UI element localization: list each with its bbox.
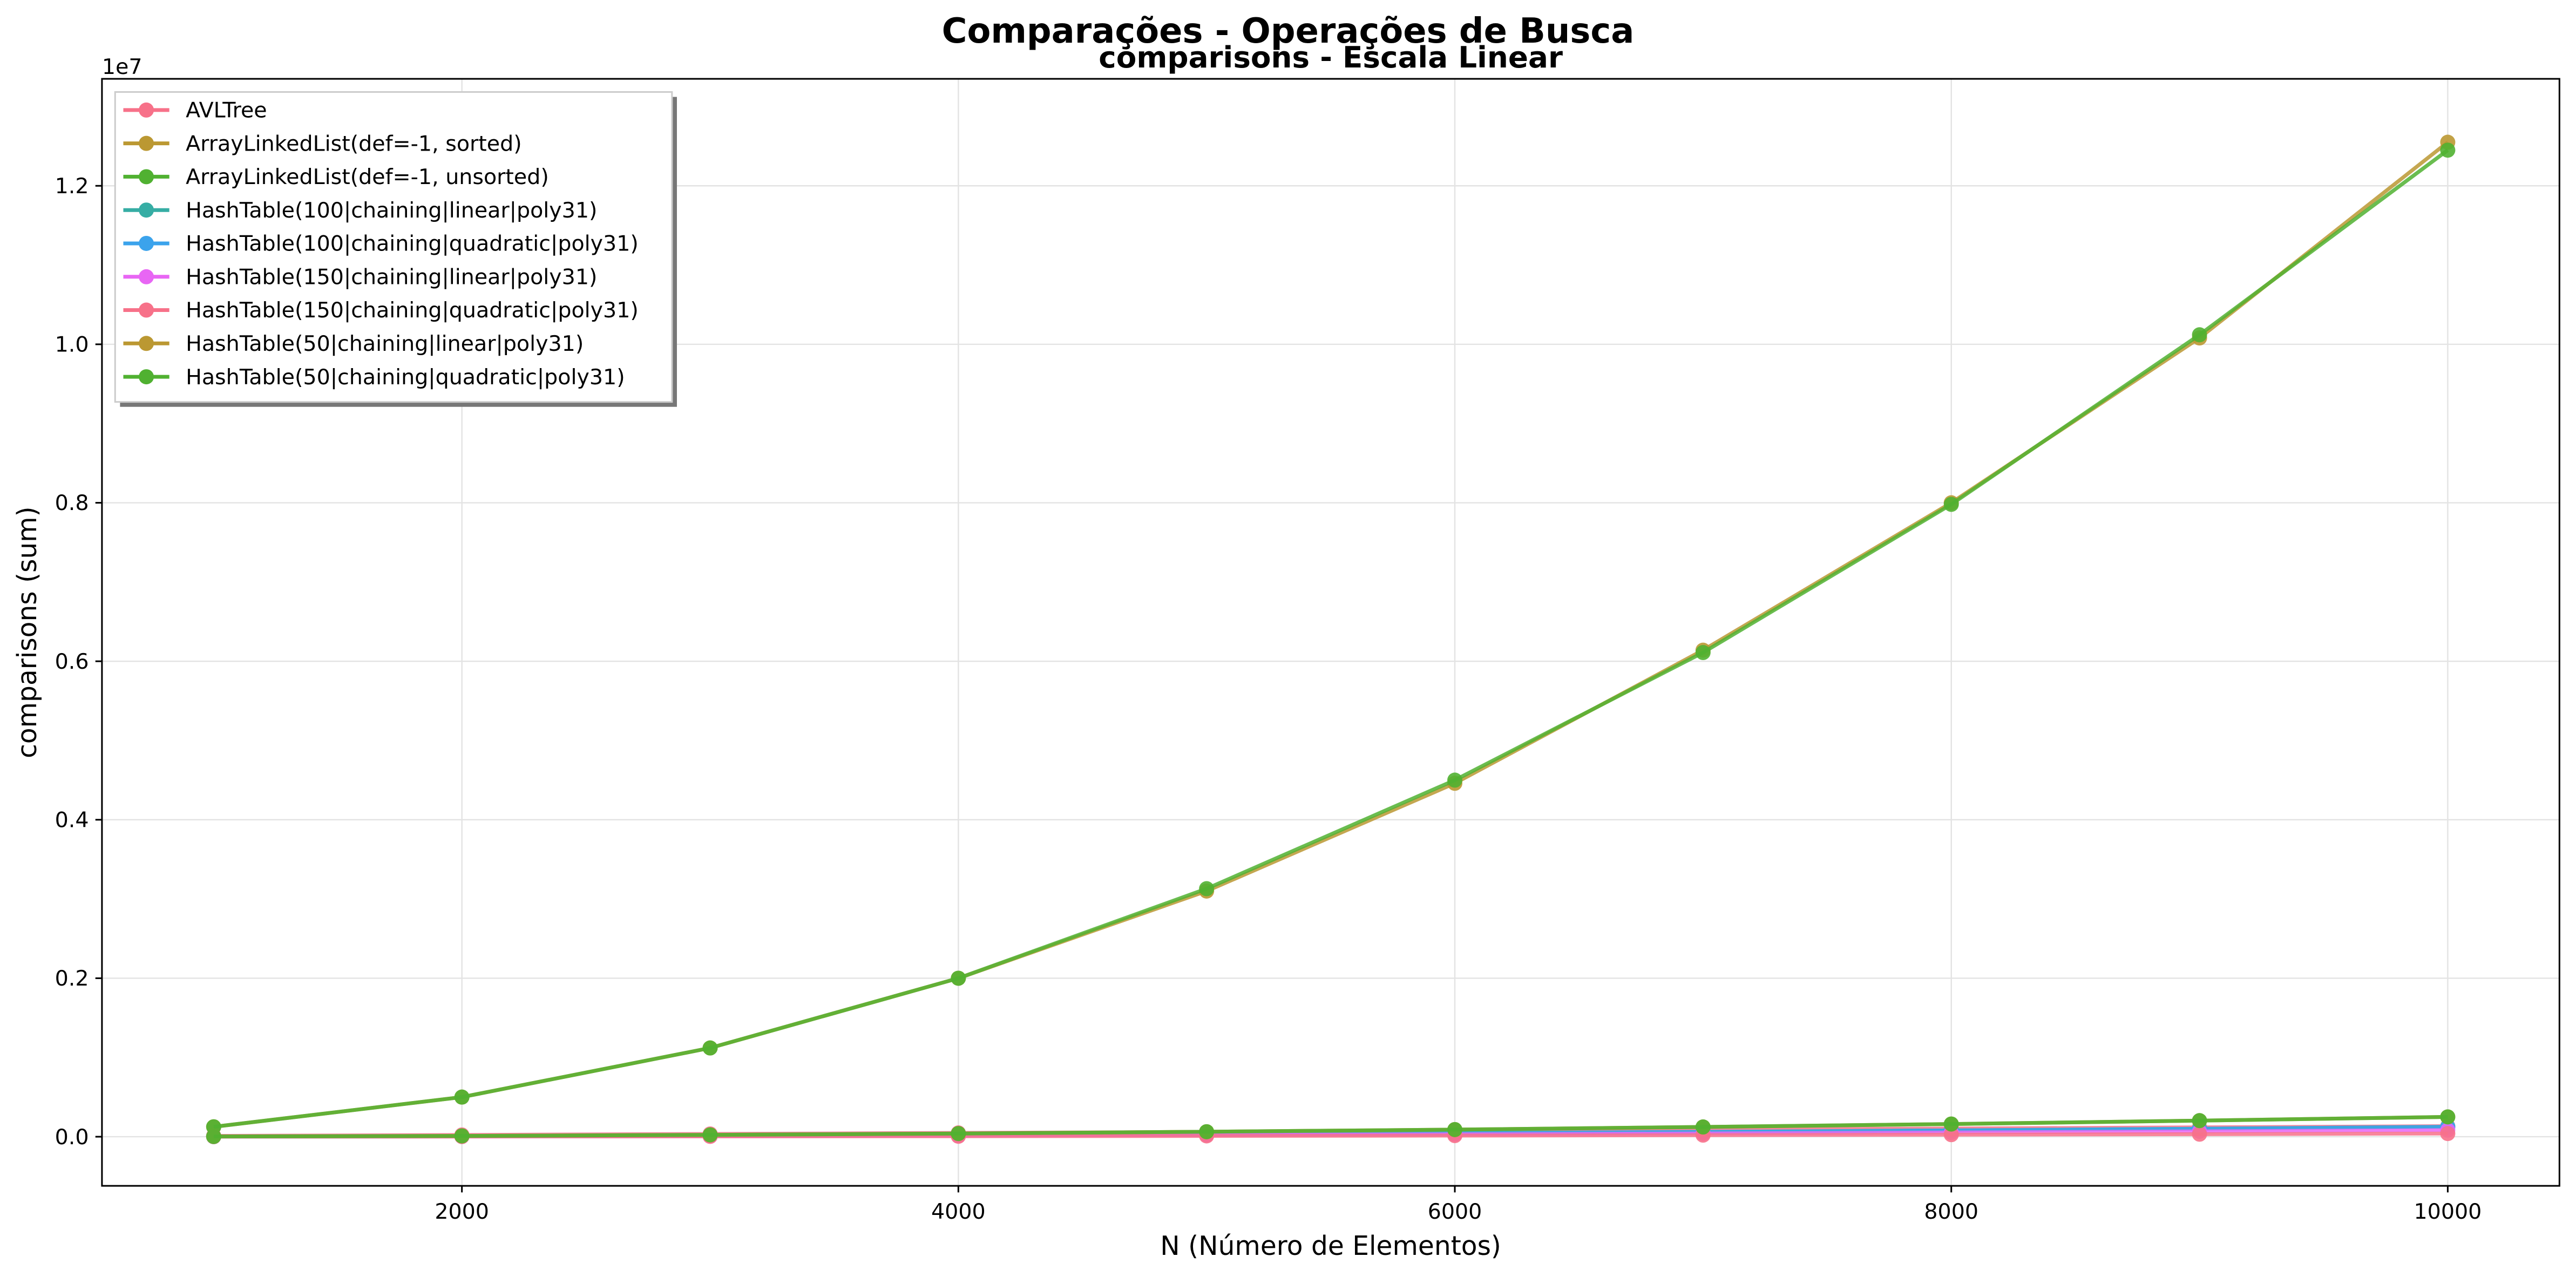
data-point: [1695, 1119, 1711, 1135]
data-point: [951, 1126, 966, 1142]
data-point: [1695, 645, 1711, 661]
y-tick-label: 0.6: [55, 649, 89, 674]
series-line: [213, 148, 2449, 1129]
chart-subtitle: comparisons - Escala Linear: [1099, 40, 1563, 74]
y-tick-label: 0.2: [55, 966, 89, 991]
data-point: [454, 1089, 470, 1105]
legend-marker: [139, 135, 154, 151]
legend-label: ArrayLinkedList(def=-1, sorted): [186, 131, 522, 156]
legend-marker: [139, 235, 154, 251]
legend-marker: [139, 202, 154, 218]
data-point: [951, 970, 966, 986]
y-offset-label: 1e7: [102, 55, 143, 79]
x-tick-label: 10000: [2414, 1199, 2482, 1224]
legend-marker: [139, 302, 154, 318]
y-tick-label: 1.2: [55, 174, 89, 199]
data-point: [702, 1127, 718, 1143]
y-tick-label: 0.4: [55, 808, 89, 833]
legend-label: HashTable(50|chaining|linear|poly31): [186, 331, 584, 356]
legend-marker: [139, 269, 154, 284]
data-point: [2440, 1126, 2456, 1142]
plot-area: [206, 134, 2456, 1144]
series-line: [213, 1115, 2448, 1139]
data-point: [206, 1129, 221, 1144]
data-point: [2192, 1126, 2207, 1142]
y-tick-label: 1.0: [55, 332, 89, 357]
data-point: [1447, 1122, 1463, 1137]
data-point: [454, 1128, 470, 1144]
data-point: [1447, 772, 1463, 788]
data-point: [2440, 142, 2456, 158]
legend-box: [114, 91, 673, 403]
legend-marker: [139, 336, 154, 351]
data-point: [2440, 1109, 2456, 1125]
data-point: [1943, 1127, 1959, 1143]
data-point: [1943, 497, 1959, 512]
y-tick-label: 0.0: [55, 1125, 89, 1150]
legend: AVLTree ArrayLinkedList(def=-1, sorted) Ar…: [114, 91, 677, 407]
y-axis-label: comparisons (sum): [12, 506, 43, 758]
legend-marker: [139, 369, 154, 385]
legend-label: AVLTree: [186, 98, 267, 123]
legend-label: HashTable(150|chaining|linear|poly31): [186, 264, 597, 289]
data-point: [2192, 327, 2207, 343]
legend-label: HashTable(100|chaining|linear|poly31): [186, 198, 597, 223]
legend-label: HashTable(100|chaining|quadratic|poly31): [186, 232, 639, 256]
legend-label: HashTable(150|chaining|quadratic|poly31): [186, 298, 639, 323]
x-tick-label: 2000: [435, 1199, 489, 1224]
legend-label: HashTable(50|chaining|quadratic|poly31): [186, 365, 625, 390]
legend-marker: [139, 169, 154, 185]
x-axis-label: N (Número de Elementos): [1160, 1231, 1501, 1261]
y-tick-label: 0.8: [55, 491, 89, 515]
x-tick-label: 4000: [931, 1199, 986, 1224]
legend-marker: [139, 102, 154, 118]
data-point: [702, 1040, 718, 1056]
chart-title: Comparações - Operações de Busca: [942, 11, 1635, 51]
x-tick-label: 8000: [1924, 1199, 1978, 1224]
data-point: [2192, 1113, 2207, 1129]
data-point: [1199, 881, 1215, 896]
legend-label: ArrayLinkedList(def=-1, unsorted): [186, 165, 549, 189]
data-point: [1943, 1116, 1959, 1132]
data-point: [1199, 1124, 1215, 1139]
plot-frame: [101, 78, 2560, 1187]
x-tick-label: 6000: [1428, 1199, 1482, 1224]
grid: 2000 4000 6000 8000 10000 0.0 0.2 0.4 0.6 0.8 1.0 1…: [55, 79, 2560, 1224]
